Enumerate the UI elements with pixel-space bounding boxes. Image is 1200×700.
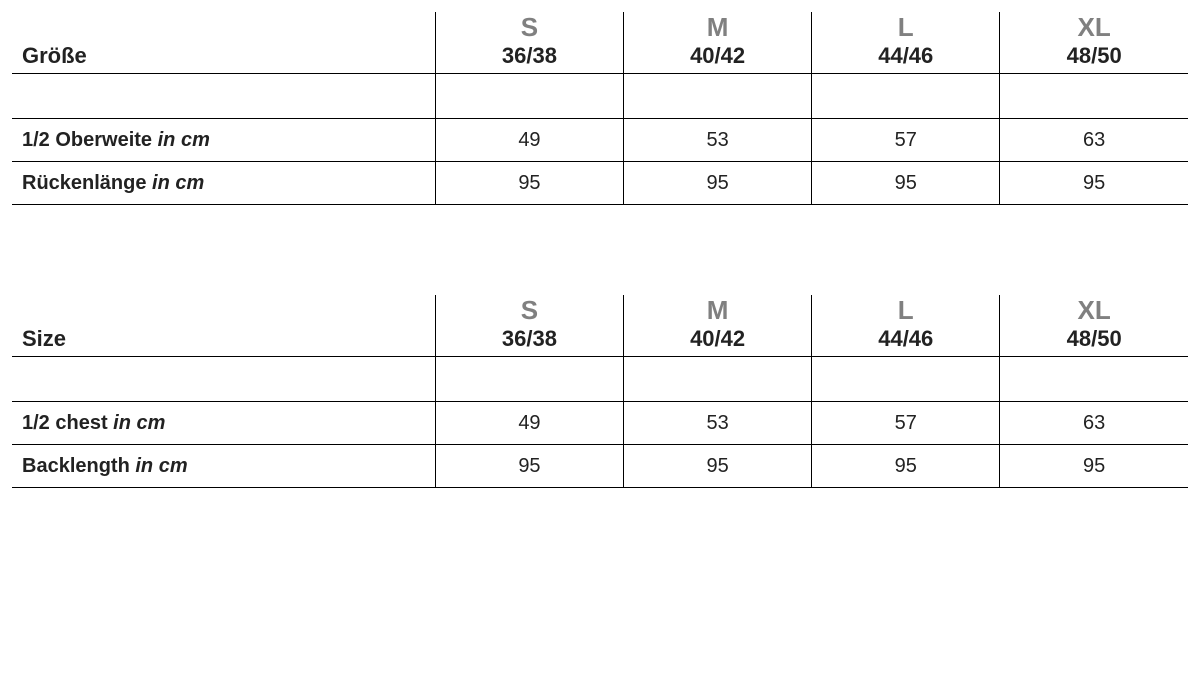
col-letter-m: M	[634, 295, 801, 326]
col-letter-m: M	[634, 12, 801, 43]
cell-value: 57	[812, 119, 1000, 162]
col-letter-xl: XL	[1010, 12, 1178, 43]
cell-value: 95	[624, 162, 812, 205]
col-letter-l: L	[822, 295, 989, 326]
col-num-xl: 48/50	[1010, 326, 1178, 352]
col-num-l: 44/46	[822, 43, 989, 69]
cell-value: 63	[1000, 119, 1188, 162]
col-num-xl: 48/50	[1010, 43, 1178, 69]
row-label-chest: 1/2 Oberweite in cm	[12, 119, 435, 162]
cell-value: 49	[435, 119, 623, 162]
col-num-m: 40/42	[634, 43, 801, 69]
col-num-s: 36/38	[446, 43, 613, 69]
row-label-backlength: Backlength in cm	[12, 445, 435, 488]
col-letter-s: S	[446, 295, 613, 326]
table-row: 1/2 Oberweite in cm 49 53 57 63	[12, 119, 1188, 162]
cell-value: 53	[624, 119, 812, 162]
cell-value: 95	[435, 445, 623, 488]
col-num-s: 36/38	[446, 326, 613, 352]
table-row: Backlength in cm 95 95 95 95	[12, 445, 1188, 488]
cell-value: 95	[1000, 445, 1188, 488]
col-num-m: 40/42	[634, 326, 801, 352]
cell-value: 95	[812, 445, 1000, 488]
size-heading: Größe	[22, 43, 425, 69]
row-label-backlength: Rückenlänge in cm	[12, 162, 435, 205]
spacer-row	[12, 357, 1188, 402]
cell-value: 49	[435, 402, 623, 445]
table-row: 1/2 chest in cm 49 53 57 63	[12, 402, 1188, 445]
cell-value: 95	[435, 162, 623, 205]
spacer-row	[12, 74, 1188, 119]
cell-value: 95	[624, 445, 812, 488]
cell-value: 57	[812, 402, 1000, 445]
cell-value: 53	[624, 402, 812, 445]
cell-value: 63	[1000, 402, 1188, 445]
col-letter-l: L	[822, 12, 989, 43]
col-num-l: 44/46	[822, 326, 989, 352]
size-table-en: Size S 36/38 M 40/42 L 44/46 XL 48/50 1/…	[12, 295, 1188, 488]
row-label-chest: 1/2 chest in cm	[12, 402, 435, 445]
cell-value: 95	[1000, 162, 1188, 205]
cell-value: 95	[812, 162, 1000, 205]
size-table-de: Größe S 36/38 M 40/42 L 44/46 XL 48/50 1…	[12, 12, 1188, 205]
size-heading: Size	[22, 326, 425, 352]
col-letter-s: S	[446, 12, 613, 43]
col-letter-xl: XL	[1010, 295, 1178, 326]
table-row: Rückenlänge in cm 95 95 95 95	[12, 162, 1188, 205]
